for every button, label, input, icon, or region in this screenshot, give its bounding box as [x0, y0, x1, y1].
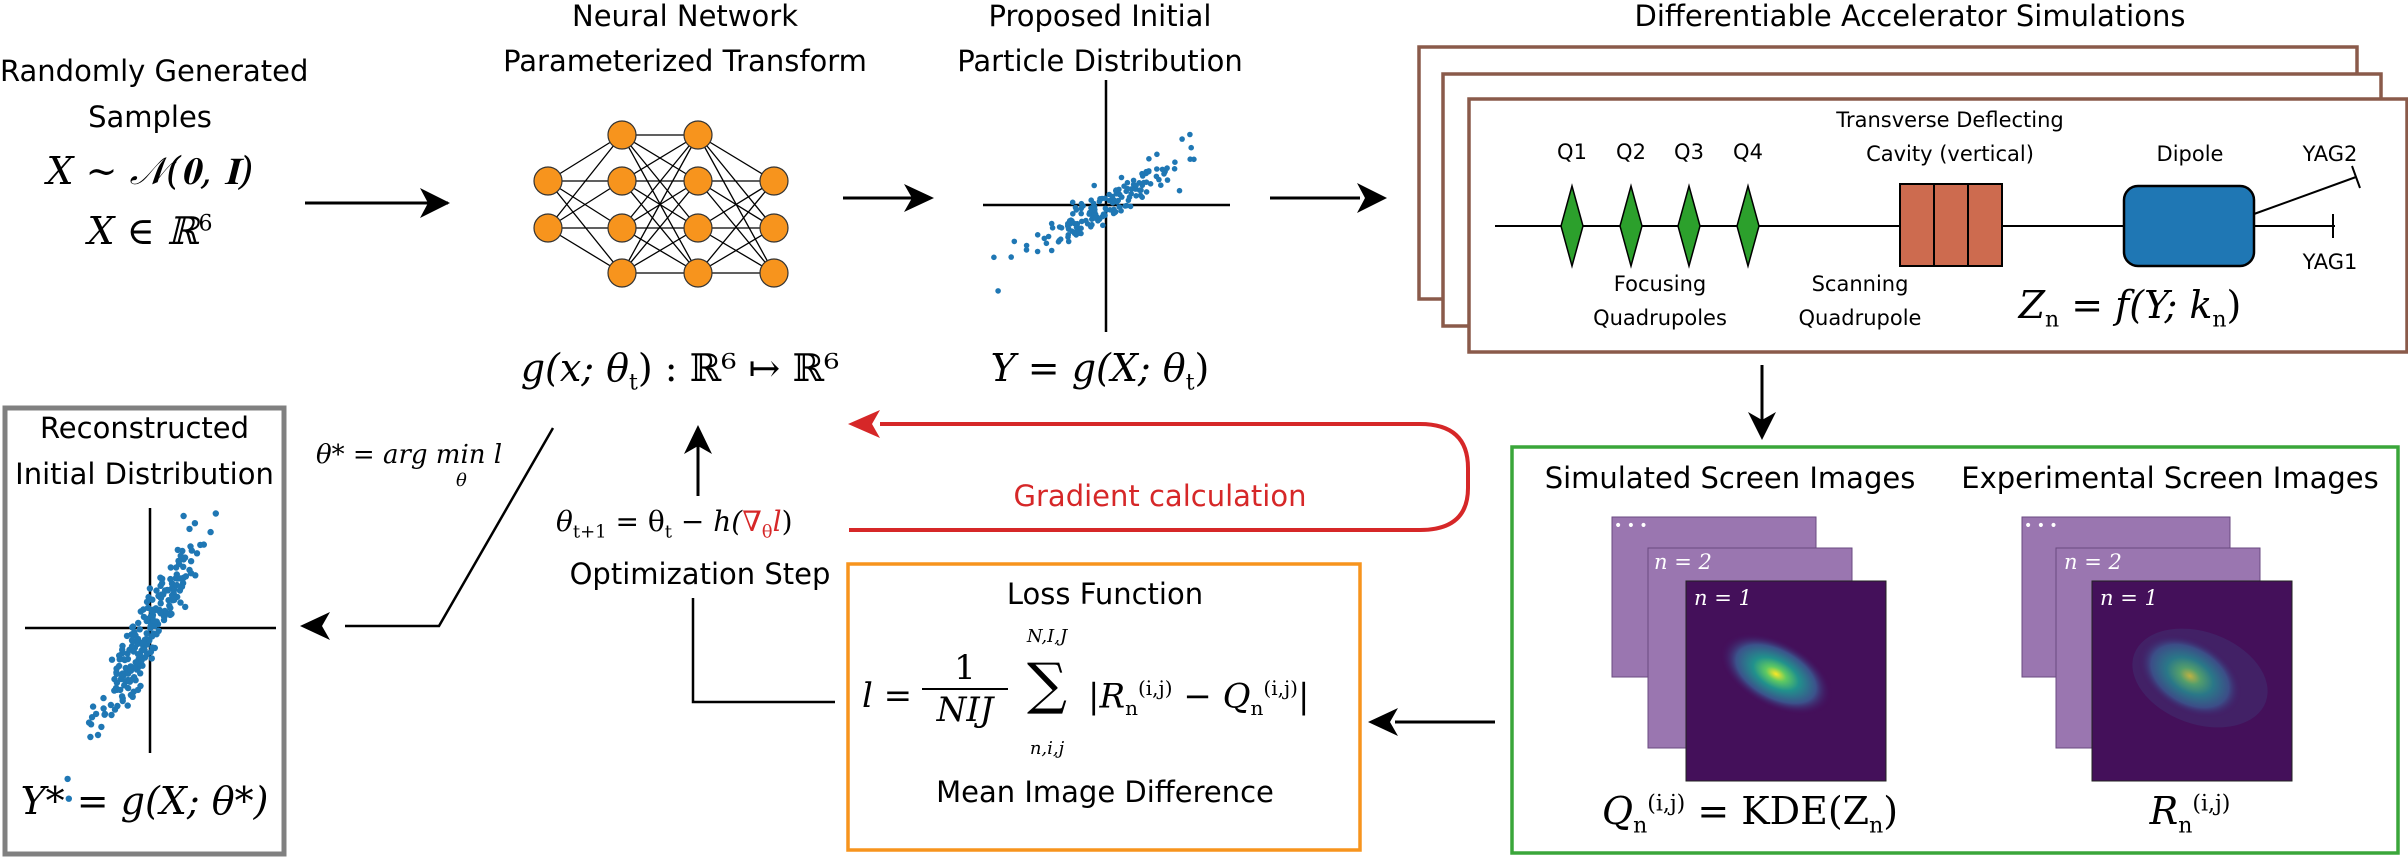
cavity-icon: [1899, 183, 2003, 267]
input-title-line1: Randomly Generated: [0, 54, 309, 88]
proposed-eq: Y = g(X; θt): [990, 346, 1210, 396]
q2-label: Q2: [1616, 140, 1646, 164]
opt-label: Optimization Step: [569, 557, 831, 591]
quadrupole-icon: [1736, 183, 1760, 269]
scanning-label-line2: Quadrupole: [1798, 306, 1922, 330]
loss-subtitle: Mean Image Difference: [936, 775, 1274, 809]
right-arrow-icon: [1357, 183, 1387, 213]
dipole-label: Dipole: [2156, 142, 2224, 166]
focusing-label-line2: Quadrupoles: [1593, 306, 1727, 330]
exp-n1-label: n = 1: [2100, 586, 2158, 610]
quadrupole-icon: [1560, 183, 1584, 269]
q-eq: Qn(i,j) = KDE(Zn): [1601, 789, 1899, 839]
reconstruction-frame: [2, 405, 287, 857]
q4-label: Q4: [1733, 140, 1763, 164]
gradient-label: Gradient calculation: [1013, 479, 1307, 513]
up-arrow-icon: [684, 425, 712, 454]
nn-title-line1: Neural Network: [572, 0, 798, 33]
scatter-plot-icon: [983, 80, 1230, 332]
nn-title-line2: Parameterized Transform: [503, 44, 867, 78]
screen-images-frame: [1510, 445, 2400, 855]
recon-title-line2: Initial Distribution: [15, 457, 274, 491]
exp-n2-label: n = 2: [2064, 550, 2122, 574]
recon-eq: Y* = g(X; θ*): [20, 779, 269, 823]
quadrupole-icon: [1677, 183, 1701, 269]
down-arrow-icon: [1748, 412, 1776, 440]
right-arrow-icon: [904, 184, 934, 212]
input-distribution-eq: X ∼ 𝒩(𝟎, 𝐈): [46, 149, 254, 193]
focusing-label-line1: Focusing: [1613, 272, 1707, 296]
gradient-path: [849, 422, 1470, 532]
q3-label: Q3: [1674, 140, 1704, 164]
neural-net-icon: [533, 120, 789, 288]
input-space-eq: X ∈ ℝ6: [87, 209, 213, 253]
proposed-title-line2: Particle Distribution: [957, 44, 1243, 78]
dipole-icon: [2122, 184, 2256, 268]
yag2-label: YAG2: [2302, 142, 2358, 166]
exp-screens-title: Experimental Screen Images: [1961, 461, 2379, 495]
loss-equation: l = 1 NIJ N,I,J ∑ n,i,j |Rn(i,j) − Qn(i,…: [862, 626, 1310, 759]
right-arrow-icon: [420, 188, 450, 218]
input-title-line2: Samples: [88, 100, 212, 134]
tdc-label-line1: Transverse Deflecting: [1836, 108, 2064, 132]
sim-dots: • • •: [1614, 518, 1648, 534]
q1-label: Q1: [1557, 140, 1587, 164]
loss-title: Loss Function: [1006, 577, 1204, 611]
scatter-plot-icon: [25, 508, 276, 802]
left-arrow-icon: [1368, 708, 1398, 736]
tdc-label-line2: Cavity (vertical): [1866, 142, 2034, 166]
sim-eq: Zn = f(Y; kn): [2018, 283, 2242, 333]
sim-n1-label: n = 1: [1694, 586, 1752, 610]
sim-screens-title: Simulated Screen Images: [1544, 461, 1916, 495]
nn-transform-eq: g(x; θt) : ℝ⁶ ↦ ℝ⁶: [520, 346, 840, 396]
exp-dots: • • •: [2024, 518, 2058, 534]
quadrupole-icon: [1619, 183, 1643, 269]
sim-n2-label: n = 2: [1654, 550, 1712, 574]
recon-title-line1: Reconstructed: [39, 411, 250, 445]
left-arrow-icon: [300, 612, 330, 640]
proposed-title-line1: Proposed Initial: [988, 0, 1212, 33]
loss-function-frame: [846, 562, 1362, 852]
yag1-label: YAG1: [2302, 250, 2358, 274]
opt-eq: θt+1 = θt − h(∇θl): [556, 505, 793, 543]
sim-title: Differentiable Accelerator Simulations: [1634, 0, 2186, 33]
r-eq: Rn(i,j): [2149, 789, 2231, 839]
scanning-label-line1: Scanning: [1811, 272, 1909, 296]
argmin-eq: θ* = arg min l θ: [316, 440, 503, 491]
